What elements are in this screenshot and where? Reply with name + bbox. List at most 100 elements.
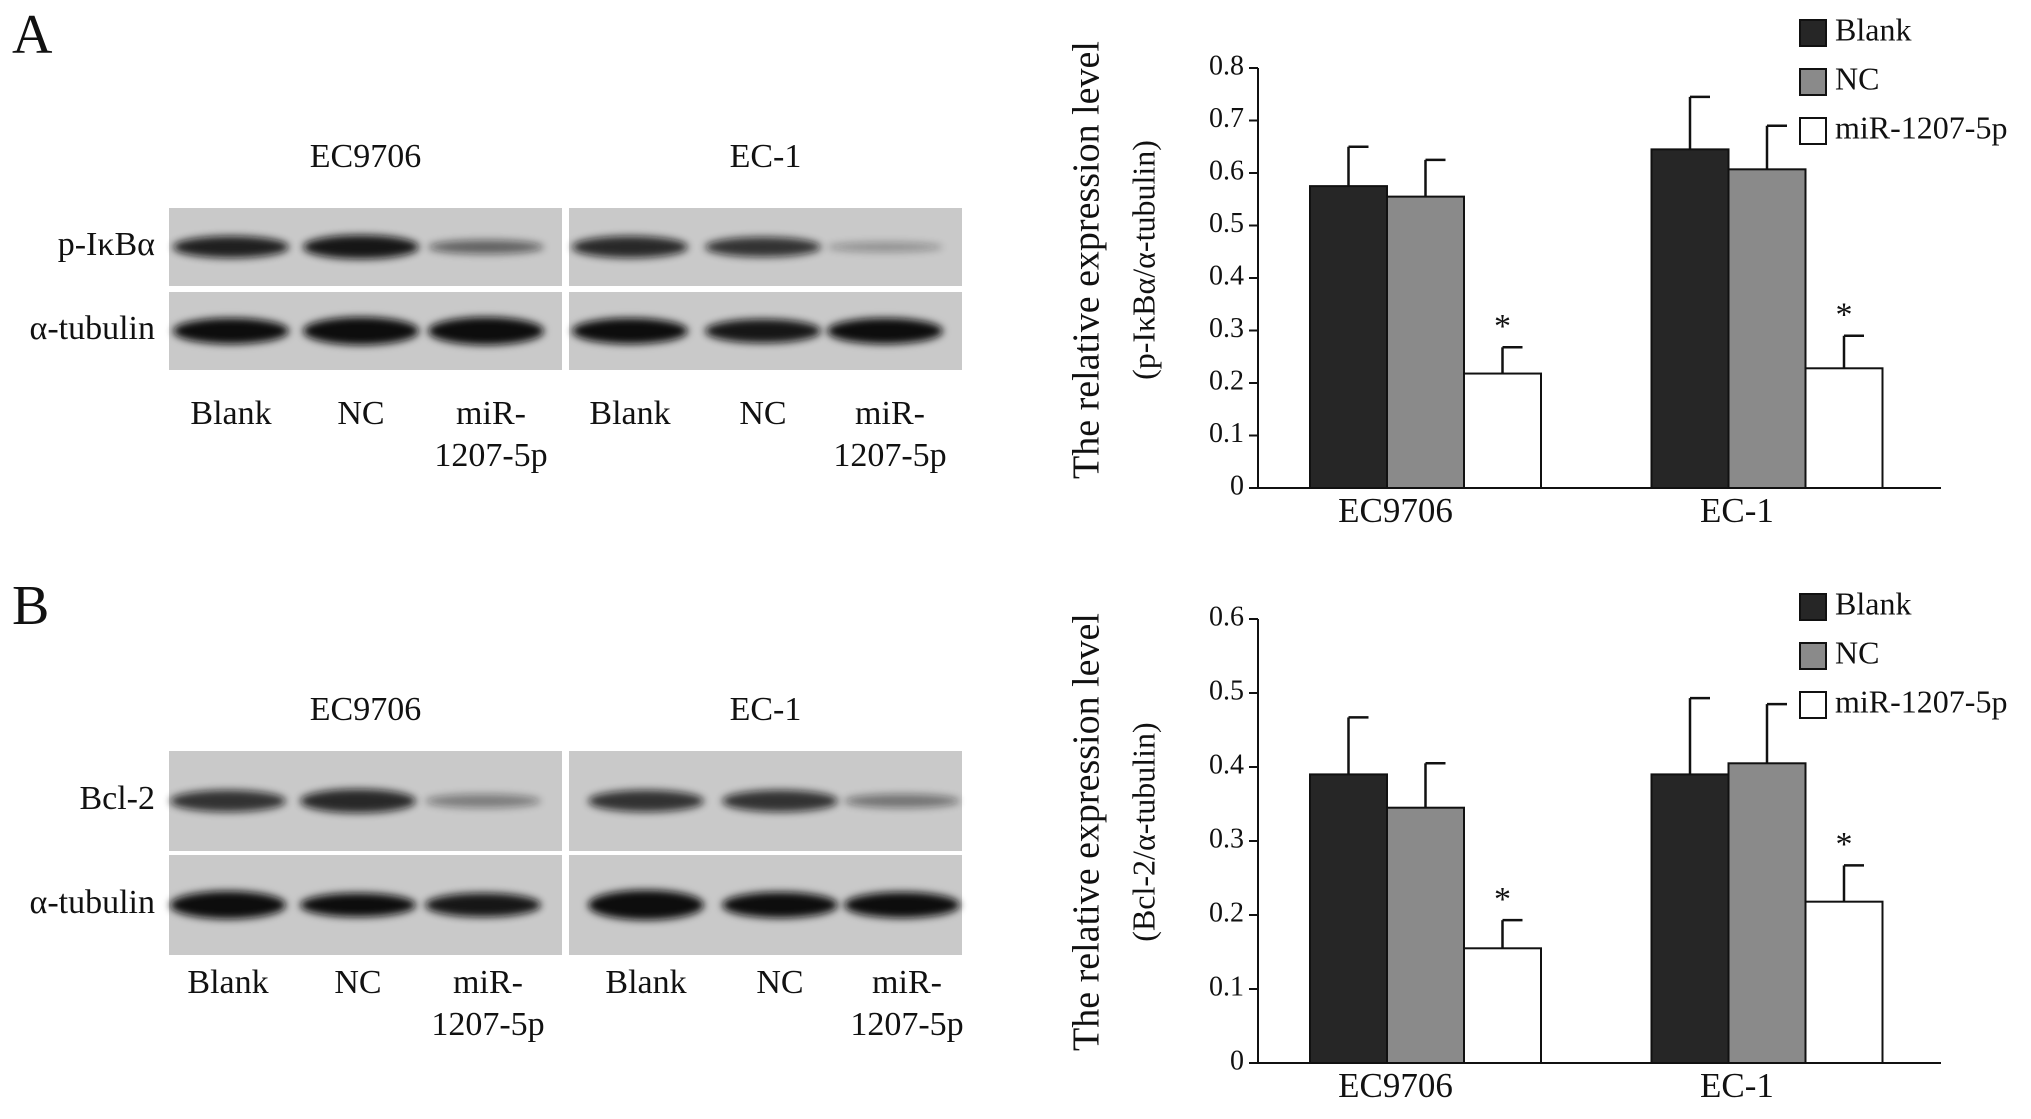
blot-band xyxy=(173,318,289,344)
cell-line-label: EC9706 xyxy=(310,691,421,728)
x-tick-label: EC-1 xyxy=(1700,1066,1774,1105)
lane-label: miR- xyxy=(855,395,925,432)
blot-band xyxy=(425,794,541,808)
blot-row-label: Bcl-2 xyxy=(79,780,155,817)
blot-band xyxy=(170,790,286,812)
lane-label: 1207-5p xyxy=(850,1006,963,1043)
cell-line-label: EC-1 xyxy=(730,691,802,728)
y-tick-label: 0.7 xyxy=(1209,103,1244,134)
blot-band xyxy=(827,242,943,252)
bar xyxy=(1727,762,1807,1064)
x-tick-label: EC9706 xyxy=(1338,491,1453,530)
blot-band xyxy=(588,790,704,812)
lane-label: miR- xyxy=(456,395,526,432)
bar xyxy=(1309,773,1388,1065)
blot-band xyxy=(428,240,544,254)
blot-band xyxy=(170,891,286,919)
blot-band xyxy=(300,789,416,813)
y-tick-label: 0.2 xyxy=(1209,897,1244,928)
lane-label: miR- xyxy=(872,964,942,1001)
legend-swatch xyxy=(1799,593,1827,621)
lane-label: 1207-5p xyxy=(434,437,547,474)
bar xyxy=(1463,947,1542,1064)
significance-mark: * xyxy=(1494,308,1511,345)
blot-band xyxy=(425,893,541,917)
lane-label: NC xyxy=(739,395,786,432)
y-axis-sublabel: (p-IκBα/α-tubulin) xyxy=(1125,140,1161,380)
bar xyxy=(1804,900,1884,1064)
y-tick-label: 0 xyxy=(1230,470,1244,501)
y-axis-sublabel: (Bcl-2/α-tubulin) xyxy=(1125,722,1161,941)
blot-band xyxy=(722,892,838,918)
y-tick-label: 0.2 xyxy=(1209,365,1244,396)
bar xyxy=(1650,148,1730,489)
panel-label: B xyxy=(12,575,49,637)
bar xyxy=(1309,185,1388,489)
y-tick-label: 0.1 xyxy=(1209,971,1244,1002)
legend-swatch xyxy=(1799,117,1827,145)
y-tick-label: 0.1 xyxy=(1209,418,1244,449)
bar xyxy=(1804,367,1884,489)
blot-band xyxy=(705,237,821,257)
y-tick-label: 0.5 xyxy=(1209,675,1244,706)
y-axis-label: The relative expression level xyxy=(1066,613,1108,1051)
panel-label: A xyxy=(12,4,53,66)
blot-band xyxy=(173,236,289,258)
lane-label: NC xyxy=(337,395,384,432)
y-tick-label: 0.6 xyxy=(1209,155,1244,186)
y-tick-label: 0.4 xyxy=(1209,260,1244,291)
lane-label: 1207-5p xyxy=(833,437,946,474)
legend-swatch xyxy=(1799,68,1827,96)
blot-band xyxy=(300,893,416,917)
legend-label: miR-1207-5p xyxy=(1835,683,2007,719)
blot-band xyxy=(844,794,960,808)
lane-label: miR- xyxy=(453,964,523,1001)
y-tick-label: 0.4 xyxy=(1209,749,1244,780)
bar xyxy=(1650,773,1730,1065)
lane-label: Blank xyxy=(589,395,670,432)
blot-band xyxy=(303,235,419,259)
y-tick-label: 0 xyxy=(1230,1045,1244,1076)
y-tick-label: 0.3 xyxy=(1209,313,1244,344)
cell-line-label: EC-1 xyxy=(730,138,802,175)
y-axis-label: The relative expression level xyxy=(1066,41,1108,479)
blot-band xyxy=(844,892,960,918)
significance-mark: * xyxy=(1836,297,1853,334)
y-tick-label: 0.6 xyxy=(1209,601,1244,632)
legend-swatch xyxy=(1799,19,1827,47)
lane-label: Blank xyxy=(190,395,271,432)
legend-label: NC xyxy=(1835,60,1879,96)
lane-label: 1207-5p xyxy=(431,1006,544,1043)
cell-line-label: EC9706 xyxy=(310,138,421,175)
bar xyxy=(1386,806,1465,1065)
legend-swatch xyxy=(1799,642,1827,670)
legend-label: NC xyxy=(1835,634,1879,670)
bar xyxy=(1463,372,1542,489)
x-tick-label: EC-1 xyxy=(1700,491,1774,530)
legend-label: miR-1207-5p xyxy=(1835,109,2007,145)
blot-row-label: α-tubulin xyxy=(30,310,155,347)
y-tick-label: 0.5 xyxy=(1209,208,1244,239)
legend-label: Blank xyxy=(1835,585,1911,621)
blot-band xyxy=(572,318,688,344)
blot-row-label: p-IκBα xyxy=(58,226,155,263)
legend-swatch xyxy=(1799,691,1827,719)
significance-mark: * xyxy=(1836,826,1853,863)
bar xyxy=(1386,195,1465,489)
y-tick-label: 0.3 xyxy=(1209,823,1244,854)
lane-label: Blank xyxy=(605,964,686,1001)
significance-mark: * xyxy=(1494,881,1511,918)
lane-label: NC xyxy=(334,964,381,1001)
blot-band xyxy=(572,236,688,258)
bar xyxy=(1727,168,1807,489)
lane-label: NC xyxy=(756,964,803,1001)
blot-band xyxy=(428,317,544,345)
blot-row-label: α-tubulin xyxy=(30,884,155,921)
y-tick-label: 0.8 xyxy=(1209,50,1244,81)
blot-band xyxy=(588,890,704,920)
blot-band xyxy=(827,318,943,344)
lane-label: Blank xyxy=(187,964,268,1001)
blot-band xyxy=(722,790,838,812)
x-tick-label: EC9706 xyxy=(1338,1066,1453,1105)
